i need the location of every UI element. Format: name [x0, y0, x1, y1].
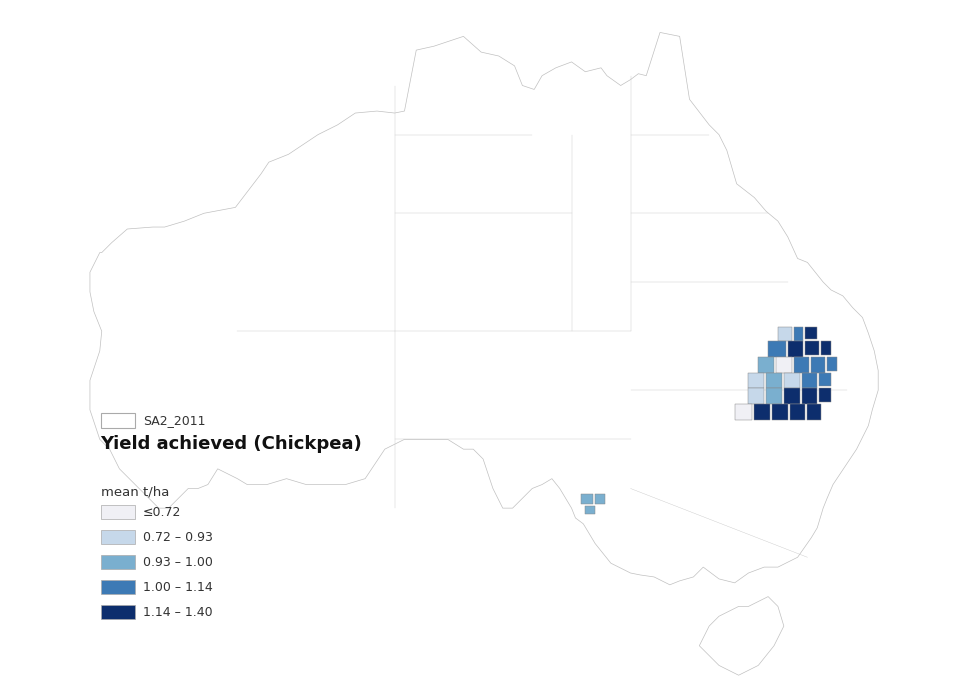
Bar — [766, 372, 782, 388]
Text: Yield achieved (Chickpea): Yield achieved (Chickpea) — [101, 435, 362, 453]
FancyBboxPatch shape — [101, 605, 135, 619]
Bar — [749, 372, 764, 388]
Bar — [805, 327, 817, 339]
FancyBboxPatch shape — [101, 505, 135, 519]
FancyBboxPatch shape — [101, 413, 135, 428]
Polygon shape — [90, 32, 878, 585]
Bar — [819, 372, 831, 386]
Text: 0.93 – 1.00: 0.93 – 1.00 — [142, 556, 213, 569]
Bar — [735, 404, 752, 420]
Bar — [778, 327, 792, 341]
Bar — [807, 404, 821, 420]
Bar — [582, 495, 593, 504]
Bar — [784, 388, 799, 404]
Bar — [788, 341, 803, 357]
Bar — [749, 388, 764, 404]
Text: 1.14 – 1.40: 1.14 – 1.40 — [142, 606, 213, 619]
Bar — [821, 341, 831, 355]
Bar — [766, 388, 782, 404]
FancyBboxPatch shape — [101, 530, 135, 544]
FancyBboxPatch shape — [101, 555, 135, 569]
Bar — [595, 495, 605, 504]
Bar — [801, 388, 817, 404]
Text: 0.72 – 0.93: 0.72 – 0.93 — [142, 531, 213, 544]
Bar — [586, 506, 595, 514]
Bar — [793, 357, 809, 372]
Bar — [790, 404, 805, 420]
FancyBboxPatch shape — [101, 580, 135, 594]
Bar — [754, 404, 770, 420]
Bar — [827, 357, 836, 371]
Bar — [805, 341, 819, 355]
Bar — [768, 341, 786, 357]
Bar — [793, 327, 803, 341]
Polygon shape — [700, 596, 784, 675]
Text: 1.00 – 1.14: 1.00 – 1.14 — [142, 581, 213, 594]
Bar — [819, 388, 831, 402]
Bar — [772, 404, 788, 420]
Bar — [811, 357, 825, 372]
Bar — [801, 372, 817, 388]
Bar — [784, 372, 799, 388]
Bar — [758, 357, 774, 372]
Text: SA2_2011: SA2_2011 — [142, 414, 205, 427]
Text: mean t/ha: mean t/ha — [101, 486, 169, 499]
Bar — [776, 357, 792, 372]
Text: ≤0.72: ≤0.72 — [142, 506, 182, 519]
